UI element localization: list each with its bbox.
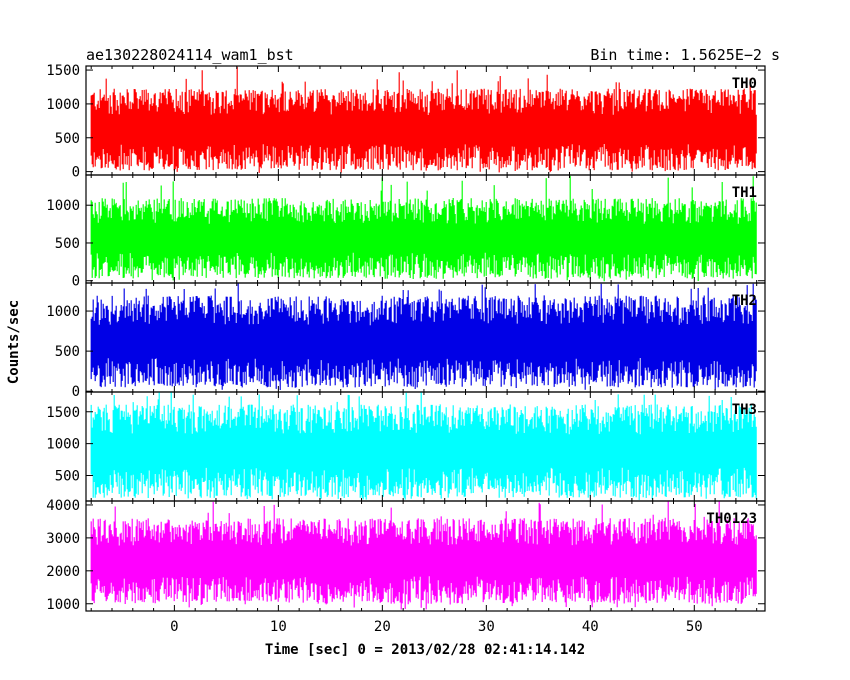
y-tick-label: 1500 (46, 405, 80, 421)
series-label-th1: TH1 (732, 185, 757, 201)
y-tick-label: 1000 (46, 198, 80, 214)
series-th0123-line (90, 501, 757, 610)
bin-time-label: Bin time: 1.5625E−2 s (590, 46, 780, 64)
y-tick-label: 500 (55, 131, 80, 147)
series-label-th0: TH0 (732, 76, 757, 92)
y-tick-label: 0 (72, 274, 80, 290)
panel-frame (85, 500, 766, 612)
y-tick-label: 500 (55, 344, 80, 360)
y-tick-label: 1000 (46, 437, 80, 453)
series-th1-line (90, 175, 757, 282)
x-tick-label: 10 (270, 619, 287, 635)
y-tick-label: 0 (72, 384, 80, 400)
x-axis-label: Time [sec] 0 = 2013/02/28 02:41:14.142 (265, 642, 585, 658)
x-tick-label: 20 (374, 619, 391, 635)
series-th3-line (90, 392, 757, 500)
y-tick-label: 500 (55, 236, 80, 252)
x-axis: 0 10 20 30 40 50 (170, 619, 703, 635)
y-tick-label: 1000 (46, 304, 80, 320)
series-label-th2: TH2 (732, 293, 757, 309)
y-tick-label: 1500 (46, 63, 80, 79)
y-tick-label: 0 (72, 165, 80, 181)
panel-th1: 0 500 1000 TH1 (46, 174, 766, 290)
series-label-th0123: TH0123 (706, 511, 757, 527)
panel-th3: 500 1000 1500 TH3 (46, 391, 766, 502)
series-th0-line (90, 66, 757, 173)
x-tick-label: 30 (478, 619, 495, 635)
y-tick-label: 4000 (46, 498, 80, 514)
y-tick-label: 2000 (46, 564, 80, 580)
y-tick-label: 3000 (46, 531, 80, 547)
x-tick-label: 0 (170, 619, 178, 635)
plot-title: ae130228024114_wam1_bst (86, 46, 294, 64)
y-tick-label: 500 (55, 469, 80, 485)
x-tick-label: 40 (582, 619, 599, 635)
x-tick-label: 50 (686, 619, 703, 635)
panel-th2: 0 500 1000 TH2 (46, 282, 766, 400)
series-th2-line (90, 283, 757, 390)
y-tick-label: 1000 (46, 597, 80, 613)
y-tick-label: 1000 (46, 97, 80, 113)
series-label-th3: TH3 (732, 402, 757, 418)
y-axis-label: Counts/sec (6, 300, 22, 384)
panel-th0: 0 500 1000 1500 TH0 (46, 63, 766, 181)
panels: 0 500 1000 1500 TH0 0 500 1000 TH1 0 500 1000 TH2 500… (46, 63, 766, 613)
panel-th0123: 1000 2000 3000 4000 TH0123 (46, 498, 766, 613)
